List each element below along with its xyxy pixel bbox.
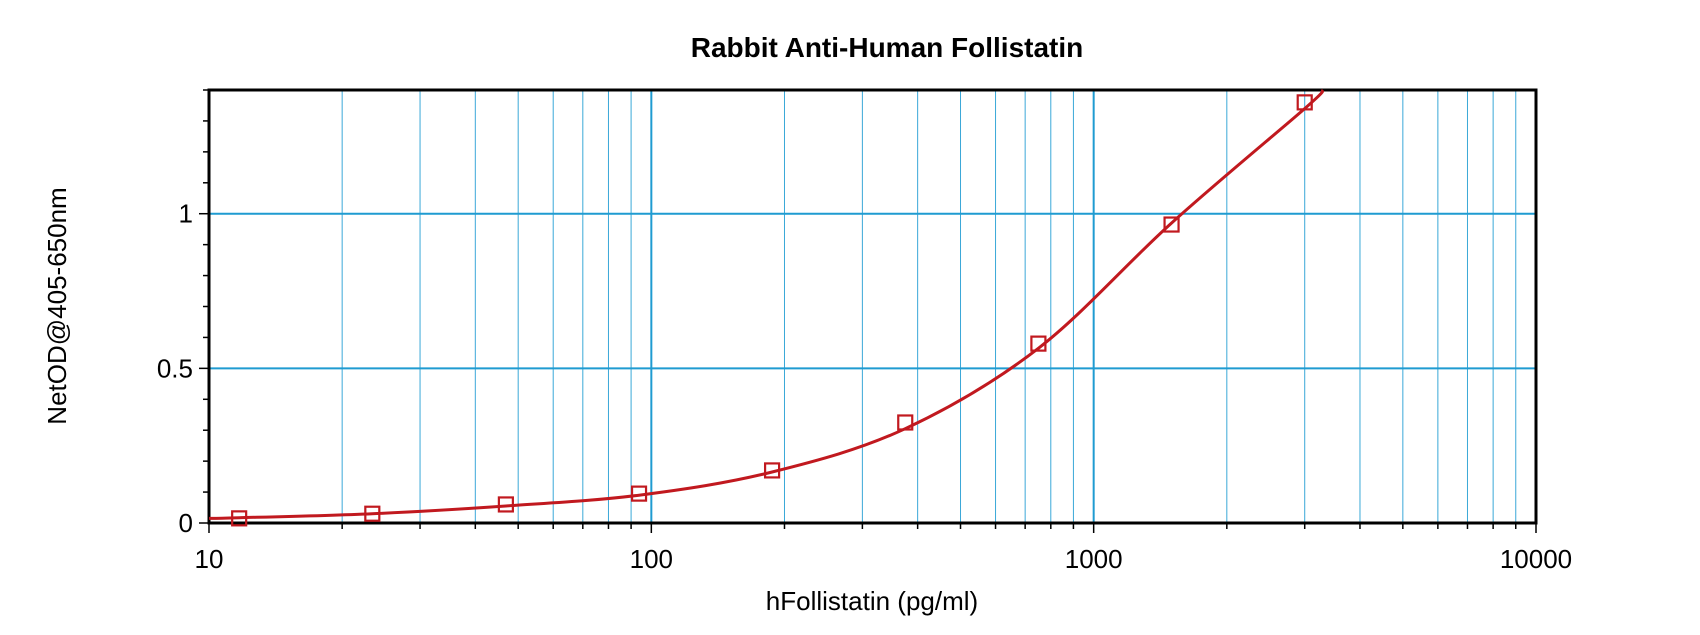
y-tick-label: 0.5 [157, 353, 193, 383]
data-point-marker [1296, 94, 1313, 111]
data-point-marker [1163, 216, 1180, 233]
x-tick-label: 1000 [1065, 544, 1123, 574]
data-point-marker [630, 485, 648, 502]
data-point-marker [231, 510, 248, 527]
x-axis-label: hFollistatin (pg/ml) [766, 586, 978, 616]
y-tick-labels: 00.51 [157, 199, 193, 538]
x-tick-label: 10000 [1500, 544, 1572, 574]
y-tick-label: 1 [179, 199, 193, 229]
x-tick-labels: 10 100 1000 10000 [195, 544, 1573, 574]
chart-title: Rabbit Anti-Human Follistatin [691, 32, 1084, 63]
axis-ticks [199, 89, 1537, 533]
y-axis-label: NetOD@405-650nm [42, 187, 72, 424]
plot-frame [207, 88, 1538, 525]
data-point-marker [364, 505, 381, 522]
fit-curve [208, 88, 1325, 520]
data-point-marker [497, 496, 514, 513]
x-tick-label: 10 [195, 544, 224, 574]
grid [209, 90, 1536, 523]
data-point-marker [1030, 335, 1047, 352]
y-tick-label: 0 [179, 508, 193, 538]
data-points [231, 94, 1313, 527]
data-point-marker [897, 414, 914, 431]
x-tick-label: 100 [630, 544, 673, 574]
data-point-marker [763, 462, 781, 479]
fit-curve-group [208, 88, 1325, 520]
